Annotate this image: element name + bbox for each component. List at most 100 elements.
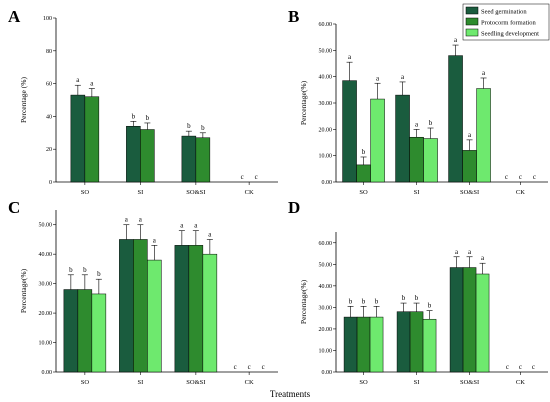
bar xyxy=(342,80,357,183)
x-tick-label: SI xyxy=(137,189,143,196)
y-tick-label: 20.00 xyxy=(319,327,333,333)
bar xyxy=(369,316,384,373)
y-tick-label: 0.00 xyxy=(322,180,333,186)
bar xyxy=(356,164,371,183)
y-tick-label: 20.00 xyxy=(319,127,333,133)
significance-letter: a xyxy=(208,230,212,238)
significance-letter: a xyxy=(180,222,184,230)
significance-letter: a xyxy=(455,248,459,256)
significance-letter: c xyxy=(248,363,251,371)
bar xyxy=(84,96,100,183)
y-tick-label: 60.00 xyxy=(319,241,333,247)
significance-letter: a xyxy=(454,36,458,44)
x-tick-label: SO xyxy=(359,379,368,386)
x-tick-label: SI xyxy=(414,379,420,386)
y-tick-label: 50.00 xyxy=(319,48,333,54)
significance-letter: b xyxy=(429,119,433,127)
significance-letter: a xyxy=(139,216,143,224)
significance-letter: c xyxy=(533,173,536,181)
bar xyxy=(449,267,464,373)
significance-letter: c xyxy=(234,363,237,371)
y-tick-label: 80 xyxy=(46,49,52,55)
bar xyxy=(140,129,155,183)
x-tick-label: SO&SI xyxy=(460,189,479,196)
significance-letter: c xyxy=(519,173,522,181)
significance-letter: a xyxy=(194,222,198,230)
significance-letter: c xyxy=(262,363,265,371)
panel-b: B 0.00 10.00 20.00 30.00 40.00 50.00 60.00 Perce… xyxy=(288,3,550,196)
bar xyxy=(476,88,491,183)
significance-letter: c xyxy=(505,173,508,181)
significance-letter: b xyxy=(146,114,150,122)
significance-letter: a xyxy=(90,80,94,88)
significance-letter: a xyxy=(376,74,380,82)
panel-letter: A xyxy=(8,7,21,26)
bar xyxy=(423,138,438,183)
y-tick-label: 0.00 xyxy=(322,370,333,376)
bar xyxy=(126,125,141,183)
bar xyxy=(147,259,162,373)
panel-d: D 0.00 10.00 20.00 30.00 40.00 50.00 60.00 Perce… xyxy=(288,198,548,386)
x-tick-label: SO&SI xyxy=(460,379,479,386)
legend-swatch xyxy=(465,28,479,37)
significance-letter: a xyxy=(401,73,405,81)
significance-letter: c xyxy=(506,363,509,371)
y-tick-label: 10.00 xyxy=(39,341,53,347)
significance-letter: c xyxy=(532,363,535,371)
y-tick-label: 50.00 xyxy=(319,262,333,268)
significance-letter: a xyxy=(468,131,472,139)
significance-letter: b xyxy=(375,297,379,305)
legend-swatch xyxy=(465,17,479,26)
legend-swatch xyxy=(465,6,479,15)
significance-letter: c xyxy=(519,363,522,371)
bar xyxy=(396,311,411,373)
x-tick-label: CK xyxy=(245,189,254,196)
significance-letter: b xyxy=(69,266,73,274)
significance-letter: a xyxy=(482,69,486,77)
y-tick-label: 0.00 xyxy=(42,370,53,376)
legend-label: Seedling development xyxy=(481,31,539,38)
bar xyxy=(343,316,358,373)
bar xyxy=(70,94,86,183)
y-tick-label: 30.00 xyxy=(319,305,333,311)
x-tick-label: SO&SI xyxy=(186,379,205,386)
panels: A 0 20 40 60 80 100 Percentage (%) SO a a SI b b SO&SI… xyxy=(8,3,550,386)
y-tick-label: 100 xyxy=(43,16,52,22)
bar xyxy=(63,289,79,373)
y-tick-label: 30.00 xyxy=(319,101,333,107)
significance-letter: a xyxy=(153,236,157,244)
y-tick-label: 20 xyxy=(46,147,52,153)
x-axis-title: Treatments xyxy=(270,389,311,399)
y-axis-title: Percentage(%) xyxy=(19,268,28,313)
bar xyxy=(181,135,197,183)
y-tick-label: 0 xyxy=(49,180,52,186)
significance-letter: b xyxy=(349,297,353,305)
bar xyxy=(77,289,93,373)
significance-letter: b xyxy=(428,302,432,310)
significance-letter: b xyxy=(97,270,101,278)
significance-letter: b xyxy=(83,266,87,274)
bar xyxy=(188,245,204,373)
bar xyxy=(395,94,410,183)
x-tick-label: SO xyxy=(81,189,90,196)
panel-letter: D xyxy=(288,198,300,217)
y-axis-title: Percentage(%) xyxy=(299,279,308,324)
y-tick-label: 60.00 xyxy=(319,22,333,28)
x-tick-label: CK xyxy=(245,379,254,386)
bar xyxy=(370,98,385,183)
x-tick-label: SI xyxy=(137,379,143,386)
y-axis-title: Percentage (%) xyxy=(19,76,28,123)
y-tick-label: 20.00 xyxy=(39,311,53,317)
bar xyxy=(202,253,218,373)
bar xyxy=(195,137,211,183)
bar xyxy=(91,293,107,373)
x-tick-label: SO xyxy=(359,189,368,196)
y-tick-label: 10.00 xyxy=(319,348,333,354)
x-tick-label: SI xyxy=(414,189,420,196)
panel-letter: C xyxy=(8,198,20,217)
significance-letter: c xyxy=(241,173,244,181)
legend-label: Seed germination xyxy=(481,9,527,16)
significance-letter: b xyxy=(362,148,366,156)
bar xyxy=(409,136,424,183)
